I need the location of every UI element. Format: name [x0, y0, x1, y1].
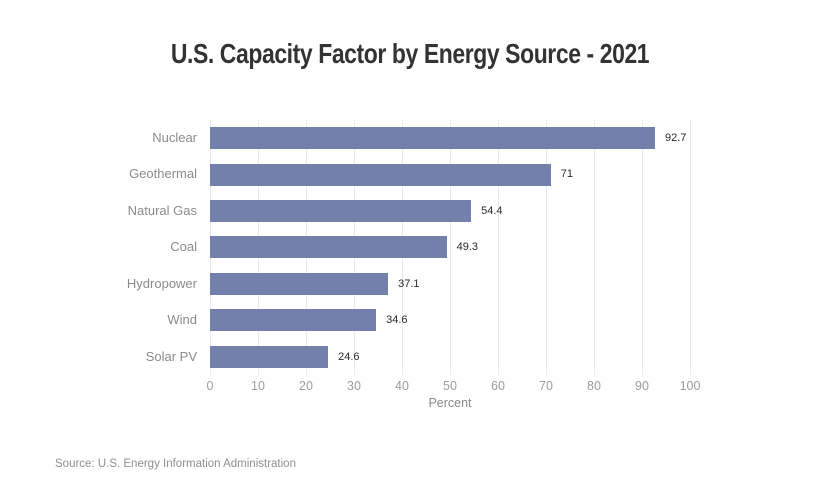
value-label: 71: [560, 168, 574, 181]
category-label: Hydropower: [126, 275, 197, 291]
category-label: Wind: [167, 312, 197, 328]
bar: [210, 309, 377, 332]
gridline: [642, 120, 643, 375]
gridline: [594, 120, 595, 375]
bar-row: Hydropower 37.1: [0, 266, 820, 302]
bar: [210, 236, 447, 259]
x-tick-label: 20: [299, 379, 313, 393]
x-tick-label: 100: [679, 379, 701, 393]
chart-title: U.S. Capacity Factor by Energy Source - …: [170, 38, 650, 69]
value-label: 34.6: [386, 314, 408, 327]
gridline: [498, 120, 499, 375]
bar-row: Natural Gas 54.4: [0, 193, 820, 229]
source-note: Source: U.S. Energy Information Administ…: [55, 458, 296, 470]
bar: [210, 272, 389, 295]
x-tick-label: 10: [251, 379, 265, 393]
gridline: [450, 120, 451, 375]
x-tick-label: 80: [587, 379, 601, 393]
x-tick-label: 60: [491, 379, 505, 393]
category-label: Geothermal: [129, 166, 197, 182]
category-label: Natural Gas: [127, 202, 197, 218]
value-label: 49.3: [456, 241, 479, 254]
x-tick-label: 0: [206, 379, 214, 393]
bar-row: Coal 49.3: [0, 229, 820, 265]
x-tick-label: 50: [443, 379, 457, 393]
x-tick-label: 70: [539, 379, 553, 393]
bar-row: Solar PV 24.6: [0, 339, 820, 375]
x-tick-label: 30: [347, 379, 361, 393]
bar: [210, 200, 472, 223]
value-label: 24.6: [338, 350, 360, 363]
gridline: [546, 120, 547, 375]
x-tick-label: 90: [635, 379, 649, 393]
value-label: 37.1: [398, 277, 420, 290]
bar-row: Wind 34.6: [0, 302, 820, 338]
bar: [210, 127, 655, 150]
value-label: 92.7: [664, 132, 687, 144]
x-axis-label: Percent: [428, 396, 472, 410]
bar-row: Geothermal 71: [0, 156, 820, 192]
category-label: Coal: [170, 239, 197, 255]
x-tick-label: 40: [395, 379, 409, 393]
category-label: Solar PV: [145, 348, 197, 364]
category-label: Nuclear: [152, 130, 197, 145]
gridline: [690, 120, 691, 375]
bar: [210, 345, 329, 368]
value-label: 54.4: [481, 204, 503, 217]
bar: [210, 163, 551, 186]
bar-row: Nuclear 92.7: [0, 120, 820, 156]
